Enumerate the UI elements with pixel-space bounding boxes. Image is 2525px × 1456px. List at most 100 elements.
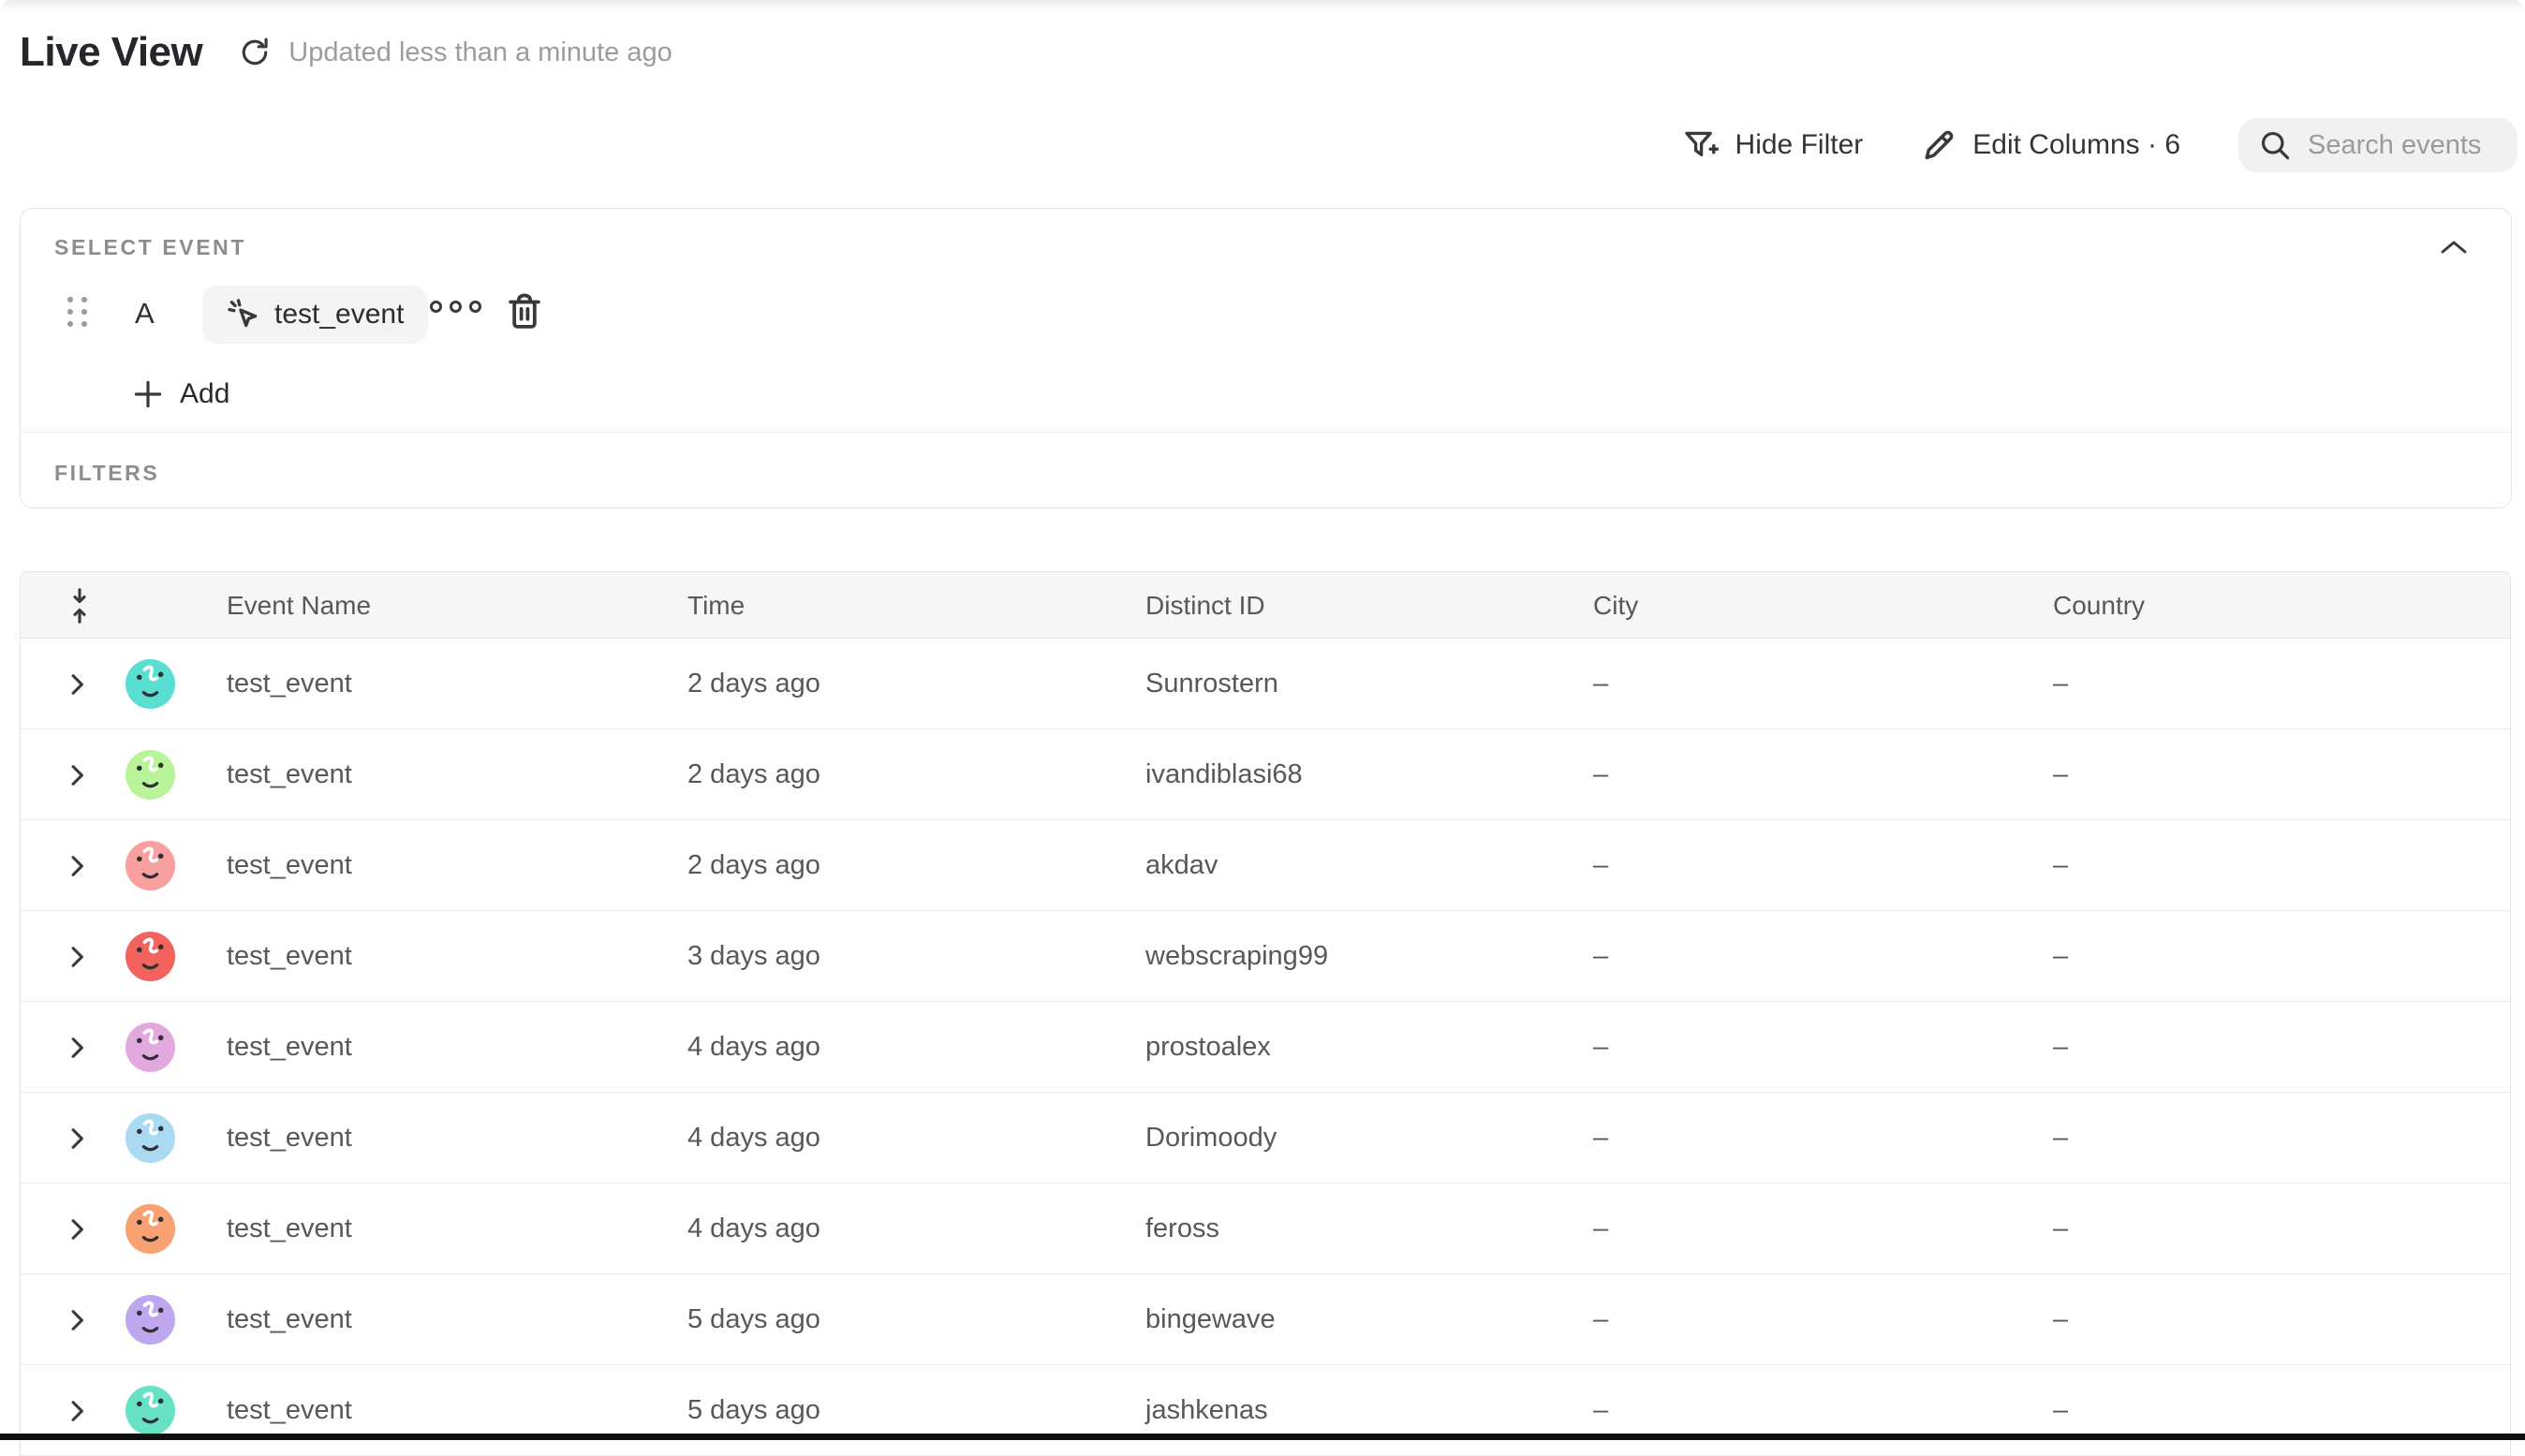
cell-city: –: [1593, 669, 1609, 699]
cell-country: –: [2053, 669, 2069, 699]
collapse-select-event-chevron-up-icon[interactable]: [2438, 237, 2470, 259]
cell-distinct-id-link[interactable]: jashkenas: [1145, 1395, 1268, 1425]
column-header-event-name: Event Name: [227, 591, 372, 620]
table-row[interactable]: test_event 4 days ago feross – –: [21, 1184, 2510, 1274]
cell-event-name: test_event: [227, 1395, 352, 1425]
updated-status: Updated less than a minute ago: [288, 37, 672, 67]
cell-time: 5 days ago: [687, 1304, 820, 1334]
add-label: Add: [180, 378, 230, 409]
collapse-all-rows-icon[interactable]: [66, 587, 94, 625]
cell-distinct-id-link[interactable]: feross: [1145, 1213, 1219, 1243]
expand-row-chevron-right-icon[interactable]: [67, 673, 88, 696]
expand-row-chevron-right-icon[interactable]: [67, 764, 88, 787]
event-group-label: A: [135, 297, 155, 330]
avatar: [126, 932, 175, 981]
cell-country: –: [2053, 850, 2069, 880]
cell-city: –: [1593, 1213, 1609, 1243]
column-header-country: Country: [2053, 591, 2146, 620]
search-icon: [2261, 131, 2290, 160]
cell-time: 2 days ago: [687, 759, 820, 789]
cell-distinct-id-link[interactable]: ivandiblasi68: [1145, 759, 1303, 789]
plus-icon: [134, 380, 162, 408]
toolbar: Hide Filter Edit Columns · 6: [1682, 116, 2518, 174]
cell-event-name: test_event: [227, 1213, 352, 1243]
cursor-click-icon: [228, 299, 258, 328]
cell-city: –: [1593, 1032, 1609, 1062]
cell-city: –: [1593, 759, 1609, 789]
table-row[interactable]: test_event 2 days ago akdav – –: [21, 820, 2510, 911]
cell-distinct-id-link[interactable]: webscraping99: [1145, 941, 1329, 971]
cell-event-name: test_event: [227, 1304, 352, 1334]
table-body: test_event 2 days ago Sunrostern – – tes…: [21, 639, 2510, 1456]
filters-section-row[interactable]: FILTERS: [21, 432, 2511, 699]
filters-label: FILTERS: [54, 461, 160, 485]
window-top-edge: [0, 0, 2525, 11]
cell-country: –: [2053, 1123, 2069, 1153]
expand-row-chevron-right-icon[interactable]: [67, 1400, 88, 1422]
add-event-button[interactable]: Add: [133, 370, 229, 419]
cell-event-name: test_event: [227, 850, 352, 880]
pencil-icon: [1925, 130, 1954, 160]
cell-time: 2 days ago: [687, 669, 820, 699]
live-events-table: Event Name Time Distinct ID City Country…: [20, 571, 2511, 1456]
cell-country: –: [2053, 941, 2069, 971]
window-bottom-edge: [0, 1434, 2525, 1440]
expand-row-chevron-right-icon[interactable]: [67, 1309, 88, 1331]
table-row[interactable]: test_event 2 days ago ivandiblasi68 – –: [21, 729, 2510, 820]
cell-city: –: [1593, 1304, 1609, 1334]
cell-country: –: [2053, 1213, 2069, 1243]
cell-distinct-id-link[interactable]: bingewave: [1145, 1304, 1276, 1334]
table-row[interactable]: test_event 5 days ago bingewave – –: [21, 1274, 2510, 1365]
cell-country: –: [2053, 759, 2069, 789]
table-row[interactable]: test_event 4 days ago prostoalex – –: [21, 1002, 2510, 1093]
cell-event-name: test_event: [227, 941, 352, 971]
cell-time: 5 days ago: [687, 1395, 820, 1425]
cell-event-name: test_event: [227, 759, 352, 789]
search-events-box[interactable]: [2238, 118, 2518, 172]
cell-time: 3 days ago: [687, 941, 820, 971]
refresh-icon: [242, 37, 268, 66]
expand-row-chevron-right-icon[interactable]: [67, 1218, 88, 1241]
cell-city: –: [1593, 850, 1609, 880]
event-selector-pill[interactable]: test_event: [202, 286, 429, 344]
cell-distinct-id-link[interactable]: prostoalex: [1145, 1032, 1271, 1062]
hide-filter-button[interactable]: Hide Filter: [1682, 128, 1864, 162]
avatar: [126, 750, 175, 800]
page-title: Live View: [20, 29, 203, 75]
trash-icon[interactable]: [504, 291, 545, 334]
table-row[interactable]: test_event 5 days ago jashkenas – –: [21, 1365, 2510, 1456]
drag-handle[interactable]: [67, 297, 92, 334]
expand-row-chevron-right-icon[interactable]: [67, 855, 88, 877]
avatar: [126, 1386, 175, 1435]
table-row[interactable]: test_event 3 days ago webscraping99 – –: [21, 911, 2510, 1002]
expand-row-chevron-right-icon[interactable]: [67, 946, 88, 968]
expand-row-chevron-right-icon[interactable]: [67, 1037, 88, 1059]
hide-filter-label: Hide Filter: [1735, 129, 1864, 160]
search-input[interactable]: [2308, 129, 2504, 161]
cell-distinct-id-link[interactable]: akdav: [1145, 850, 1218, 880]
avatar: [126, 1022, 175, 1072]
avatar: [126, 1204, 175, 1254]
avatar: [126, 1295, 175, 1345]
table-row[interactable]: test_event 4 days ago Dorimoody – –: [21, 1093, 2510, 1184]
table-header-row: Event Name Time Distinct ID City Country: [21, 572, 2510, 639]
column-header-time: Time: [687, 591, 746, 620]
expand-row-chevron-right-icon[interactable]: [67, 1127, 88, 1150]
cell-distinct-id-link[interactable]: Sunrostern: [1145, 669, 1278, 699]
cell-time: 4 days ago: [687, 1213, 820, 1243]
cell-country: –: [2053, 1395, 2069, 1425]
event-options-menu[interactable]: [430, 301, 481, 313]
column-header-distinct-id: Distinct ID: [1145, 591, 1265, 620]
cell-country: –: [2053, 1304, 2069, 1334]
avatar: [126, 1113, 175, 1163]
cell-time: 2 days ago: [687, 850, 820, 880]
refresh-button[interactable]: [236, 34, 273, 71]
edit-columns-label: Edit Columns · 6: [1972, 129, 2180, 160]
avatar: [126, 841, 175, 890]
cell-distinct-id-link[interactable]: Dorimoody: [1145, 1123, 1277, 1153]
edit-columns-button[interactable]: Edit Columns · 6: [1921, 127, 2180, 163]
table-row[interactable]: test_event 2 days ago Sunrostern – –: [21, 639, 2510, 729]
event-query-row: A test_event: [21, 284, 2511, 346]
cell-time: 4 days ago: [687, 1123, 820, 1153]
cell-city: –: [1593, 941, 1609, 971]
